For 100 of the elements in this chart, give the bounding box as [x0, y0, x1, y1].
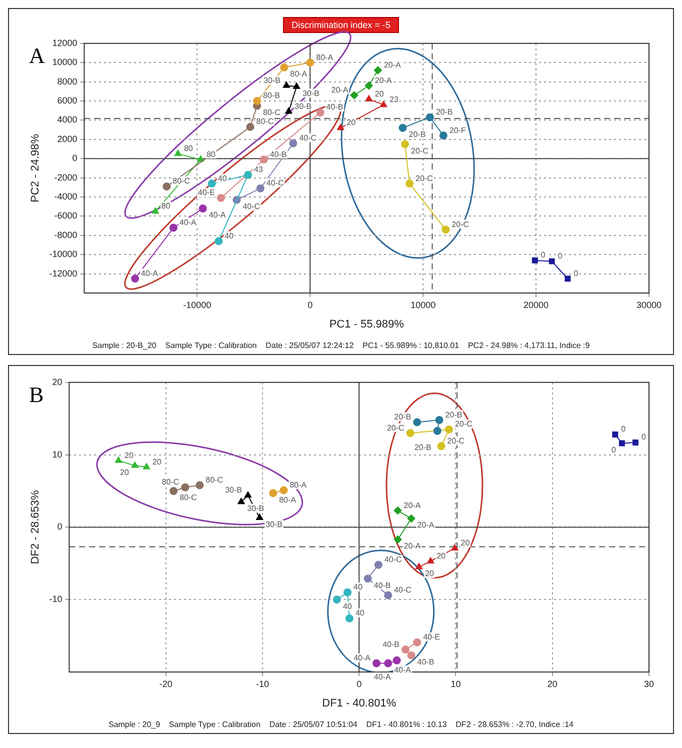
point	[269, 489, 278, 498]
point	[214, 237, 223, 246]
point	[306, 58, 314, 67]
annotation: 20-C	[416, 174, 434, 183]
point	[564, 276, 571, 282]
point	[174, 150, 182, 156]
point	[216, 194, 225, 202]
point	[451, 544, 458, 550]
annotation: 0	[558, 252, 563, 261]
point	[618, 440, 625, 446]
point	[246, 122, 254, 131]
point	[316, 108, 324, 117]
annotation: 20	[436, 551, 446, 560]
point	[244, 170, 252, 179]
point	[350, 91, 358, 100]
annotation: 80-C	[162, 478, 180, 487]
annotation: 0	[641, 432, 646, 442]
annotation: 20-C	[386, 423, 405, 432]
annotation: 20-A	[404, 542, 422, 551]
point	[398, 124, 407, 132]
y-tick-label: -2000	[54, 172, 78, 182]
y-tick-label: -4000	[54, 191, 78, 202]
annotation: 20-B	[408, 130, 426, 140]
y-tick-label: -10000	[49, 249, 78, 260]
point	[131, 274, 140, 283]
annotation: 20-B	[445, 410, 462, 420]
annotation: 40-A	[374, 672, 392, 682]
y-tick-label: -12000	[49, 268, 78, 278]
annotation: 20-B	[436, 108, 453, 117]
y-tick-label: 6000	[57, 95, 78, 106]
point	[437, 442, 446, 450]
point	[413, 638, 422, 646]
annotation: 0	[611, 445, 616, 454]
y-tick-label: 10	[52, 449, 62, 460]
annotation: 80	[206, 150, 216, 159]
point	[384, 591, 392, 600]
x-tick-label: 0	[356, 678, 362, 689]
point	[401, 646, 410, 654]
annotation: 40	[224, 231, 234, 240]
annotation: 20-F	[449, 126, 466, 135]
y-tick-label: -8000	[54, 230, 78, 240]
annotation: 80-A	[316, 52, 334, 62]
annotation: 30-B	[225, 486, 242, 495]
point	[253, 97, 262, 105]
point	[181, 483, 190, 492]
point	[162, 182, 171, 190]
annotation: 80-B	[263, 91, 280, 100]
point	[406, 180, 414, 188]
y-tick-label: 4000	[57, 114, 78, 125]
x-tick-label: 10	[450, 678, 461, 689]
point	[142, 463, 150, 470]
x-tick-label: 0	[308, 300, 313, 310]
annotation: 40-C	[299, 133, 317, 142]
point	[365, 95, 372, 102]
x-axis-title: DF1 - 40.801%	[322, 697, 396, 710]
point	[344, 588, 352, 596]
point	[256, 184, 264, 192]
point	[364, 574, 372, 583]
annotation: 43	[254, 165, 264, 174]
x-tick-label: 20000	[524, 300, 549, 310]
annotation: 40	[342, 602, 352, 611]
point	[380, 100, 388, 108]
annotation: 30-B	[302, 88, 320, 98]
point	[170, 487, 178, 495]
annotation: 0	[540, 250, 546, 260]
point	[444, 425, 453, 434]
annotation: 20-A	[374, 76, 392, 85]
text: A	[29, 43, 45, 69]
annotation: 40-A	[141, 268, 159, 278]
annotation: 20-B	[394, 412, 412, 422]
annotation: 40-A	[394, 666, 412, 675]
annotation: 30-B	[264, 76, 280, 85]
point	[394, 536, 402, 544]
x-axis-title: PC1 - 55.989%	[329, 318, 404, 330]
y-tick-label: 2000	[57, 134, 78, 144]
annotation: 20	[124, 450, 134, 460]
point	[293, 82, 300, 89]
point	[442, 226, 450, 234]
x-tick-label: -20	[159, 678, 172, 689]
y-axis-title: PC2 - 24.98%	[30, 134, 42, 202]
annotation: 20-A	[417, 520, 435, 530]
annotation: 40-A	[179, 218, 198, 227]
annotation: 80-C	[180, 493, 198, 502]
annotation: 80-A	[290, 70, 308, 79]
annotation: 40-A	[208, 210, 226, 220]
x-tick-label: -10	[256, 678, 269, 689]
point	[612, 432, 618, 438]
point	[198, 204, 207, 213]
point	[374, 66, 382, 74]
annotation: 30-B	[294, 102, 312, 111]
x-tick-label: 20	[547, 678, 558, 689]
point	[372, 659, 380, 668]
annotation: 40-B	[326, 102, 344, 112]
y-tick-label: 0	[57, 522, 62, 532]
point	[337, 124, 344, 130]
annotation: 40-E	[423, 632, 440, 642]
annotation: 40-A	[354, 654, 372, 663]
annotation: 80	[184, 144, 194, 154]
annotation: 40-B	[374, 580, 391, 590]
annotation: 20-A	[384, 60, 402, 70]
